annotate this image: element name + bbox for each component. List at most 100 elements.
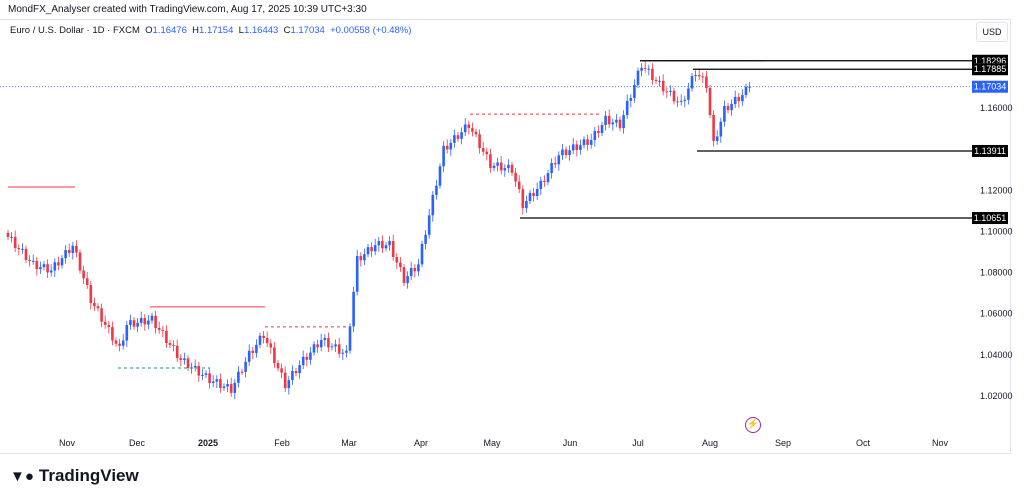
candle-body <box>21 248 24 250</box>
candle-body <box>49 270 53 273</box>
candle-body <box>575 144 579 150</box>
candle-body <box>262 335 265 338</box>
candle-body <box>409 268 413 277</box>
high-label: H <box>192 25 200 36</box>
candle-body <box>471 128 474 132</box>
level-label: 1.13911 <box>974 146 1006 156</box>
candle-body <box>150 315 154 321</box>
candle-body <box>373 245 377 252</box>
candle-body <box>132 320 136 327</box>
candle-body <box>28 260 31 262</box>
candle-body <box>571 144 575 151</box>
candle-body <box>467 124 471 129</box>
close-value: 1.17034 <box>290 25 325 36</box>
candle-body <box>298 365 301 374</box>
candle-body <box>535 188 539 197</box>
candle-body <box>204 373 208 375</box>
candle-body <box>64 249 67 259</box>
candle-body <box>348 326 352 351</box>
candle-body <box>75 245 78 253</box>
candle-body <box>687 88 690 100</box>
candle-body <box>121 340 125 346</box>
candle-body <box>445 145 449 150</box>
candle-body <box>481 148 485 152</box>
candle-body <box>510 164 514 173</box>
candle-body <box>35 260 39 270</box>
candle-body <box>708 88 712 115</box>
candle-body <box>114 340 118 344</box>
candle-body <box>463 124 467 133</box>
candle-body <box>420 243 424 265</box>
x-tick-label: Apr <box>414 438 428 448</box>
candle-body <box>514 172 517 182</box>
candle-body <box>427 215 431 235</box>
candle-body <box>309 352 312 360</box>
x-tick-label: Aug <box>702 438 718 448</box>
candle-body <box>528 192 532 202</box>
candle-body <box>661 80 665 92</box>
candle-body <box>600 124 604 134</box>
candle-body <box>316 344 319 348</box>
candle-body <box>258 335 262 345</box>
y-tick-label: 1.16000 <box>980 103 1013 113</box>
level-label: 1.18296 <box>974 56 1007 66</box>
candle-body <box>730 104 733 111</box>
candle-body <box>143 317 147 325</box>
candle-body <box>71 245 75 254</box>
candle-body <box>337 344 341 354</box>
candle-body <box>211 381 215 384</box>
candle-body <box>222 386 226 388</box>
candle-body <box>532 192 535 197</box>
candle-body <box>564 149 568 156</box>
level-label-bg <box>972 212 1008 225</box>
candle-body <box>694 75 697 77</box>
candle-body <box>741 95 744 102</box>
currency-button[interactable]: USD <box>976 22 1008 42</box>
candle-body <box>586 139 589 145</box>
candle-body <box>24 248 28 261</box>
lightning-icon[interactable]: ⚡ <box>745 417 761 433</box>
candle-body <box>546 173 550 183</box>
low-label: L <box>238 25 244 36</box>
candle-body <box>363 254 366 261</box>
candle-body <box>39 267 42 270</box>
candle-body <box>190 367 193 369</box>
symbol-name[interactable]: Euro / U.S. Dollar · 1D · FXCM <box>10 25 140 36</box>
candle-body <box>615 119 618 123</box>
candle-body <box>60 258 64 266</box>
candle-body <box>402 267 406 284</box>
candle-body <box>589 140 593 145</box>
candle-body <box>672 90 676 102</box>
candle-body <box>208 373 211 384</box>
candle-body <box>345 350 348 353</box>
candle-body <box>561 149 564 156</box>
candle-body <box>139 317 143 323</box>
candle-body <box>618 119 622 129</box>
candle-body <box>525 201 528 209</box>
y-tick-label: 1.06000 <box>980 309 1013 319</box>
candle-body <box>355 256 359 292</box>
candle-body <box>226 384 229 387</box>
candle-body <box>679 100 683 102</box>
candle-body <box>269 343 273 348</box>
candle-body <box>323 338 327 341</box>
candle-body <box>247 350 251 362</box>
candle-body <box>503 168 507 171</box>
candle-body <box>460 132 463 139</box>
symbol-legend: Euro / U.S. Dollar · 1D · FXCM O1.16476 … <box>10 25 411 36</box>
candle-body <box>395 256 399 263</box>
candle-body <box>103 321 107 325</box>
open-value: 1.16476 <box>152 25 187 36</box>
candle-body <box>715 136 719 141</box>
candle-body <box>147 320 150 325</box>
candle-body <box>283 372 287 389</box>
candle-body <box>478 134 481 149</box>
candle-body <box>366 247 370 255</box>
candle-body <box>413 268 417 272</box>
x-tick-label: Feb <box>274 438 290 448</box>
candle-body <box>265 337 269 344</box>
candle-body <box>737 96 741 102</box>
candle-body <box>175 345 179 359</box>
x-tick-label: Mar <box>341 438 357 448</box>
